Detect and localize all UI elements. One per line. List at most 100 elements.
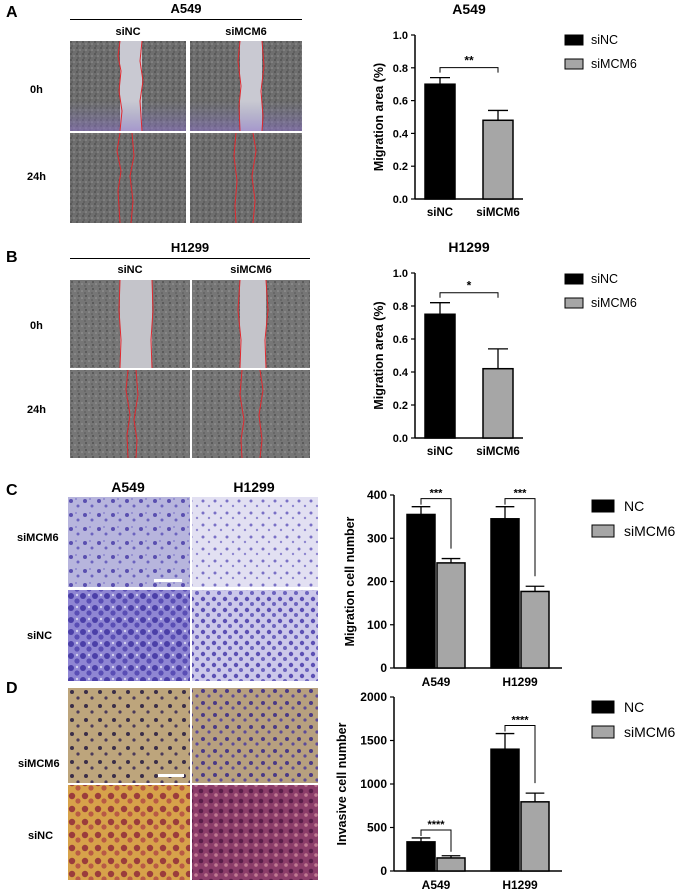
chart-3-ylabel: Migration cell number — [343, 516, 357, 646]
chart-4-xtick-label: H1299 — [502, 878, 538, 892]
chart-3-xtick-label: A549 — [422, 675, 451, 689]
panel-a-image-sinc-24h — [70, 132, 186, 223]
panel-b-image-sinc-24h — [70, 369, 190, 458]
chart-2-ytick-label: 0.8 — [393, 301, 408, 313]
panel-c-col-label-a549: A549 — [111, 479, 145, 495]
panel-d-row-label-simcm6: siMCM6 — [18, 758, 60, 770]
chart-1-ytick-label: 0.0 — [393, 194, 408, 206]
chart-4-legend-label-2: siMCM6 — [624, 724, 676, 740]
panel-b-col-label-sinc: siNC — [117, 264, 143, 276]
panel-c-row-label-simcm6: siMCM6 — [17, 532, 59, 544]
chart-3-legend-swatch-2 — [591, 524, 615, 538]
chart-4-ytick-label: 1500 — [360, 734, 387, 748]
chart-4-sig-label: **** — [511, 715, 529, 727]
chart-1-ytick-label: 0.4 — [393, 128, 409, 140]
panel-d-invasion-micrographs — [68, 688, 318, 880]
chart-4-sig-bracket — [420, 829, 452, 852]
panel-letter-c: C — [6, 482, 18, 499]
chart-4-legend-label-1: NC — [624, 699, 644, 715]
chart-4-bar-a549-simcm6 — [436, 857, 466, 872]
panel-b-image-sinc-0h — [70, 280, 190, 369]
chart-2-xtick-label: siNC — [427, 446, 453, 458]
chart-2-legend-label-2: siMCM6 — [591, 296, 637, 310]
chart-3-ytick-label: 200 — [367, 575, 387, 589]
chart-1-sig-bracket — [439, 67, 499, 73]
chart-3-sig-bracket — [420, 498, 452, 549]
chart-2-sig-label: * — [467, 279, 472, 293]
chart-1-legend-label-1: siNC — [591, 33, 618, 47]
panel-a-col-label-sinc: siNC — [115, 26, 141, 38]
chart-2-ytick-label: 0.4 — [393, 367, 409, 379]
panel-d-image-h1299-sinc — [192, 785, 318, 880]
chart-1-ytick-label: 0.6 — [393, 96, 408, 108]
chart-4-ytick-label: 0 — [380, 864, 387, 878]
chart-3-ytick-label: 400 — [367, 488, 387, 502]
chart-1-xtick-label: siMCM6 — [476, 207, 519, 219]
chart-2-ytick-label: 0.6 — [393, 334, 408, 346]
panel-b-row-label-24h: 24h — [27, 404, 46, 416]
panel-c-image-a549-sinc — [68, 590, 190, 681]
panel-c-image-h1299-simcm6 — [192, 497, 318, 587]
chart-3-legend-label-2: siMCM6 — [624, 523, 676, 539]
panel-d-row-label-sinc: siNC — [28, 830, 54, 842]
chart-2-ytick-label: 0.2 — [393, 400, 408, 412]
chart-1-sig-label: ** — [464, 54, 474, 68]
chart-4-ytick-label: 2000 — [360, 690, 387, 704]
chart-4-legend-swatch-1 — [591, 700, 615, 714]
chart-3-legend-swatch-1 — [591, 499, 615, 513]
chart-4-sig-bracket — [504, 725, 536, 784]
chart-1-ytick-label: 0.2 — [393, 161, 408, 173]
chart-1-legend-swatch-2 — [564, 58, 584, 70]
panel-c-transwell-micrographs — [68, 497, 318, 681]
panel-a-image-simcm6-0h — [190, 41, 302, 132]
panel-d-image-a549-simcm6 — [68, 688, 190, 783]
panel-d-image-h1299-simcm6 — [192, 688, 318, 783]
chart-3-xtick-label: H1299 — [502, 675, 538, 689]
panel-d-image-a549-sinc — [68, 785, 190, 880]
chart-4-bar-h1299-nc — [490, 748, 520, 872]
panel-c-scale-bar — [154, 579, 182, 582]
chart-4-xtick-label: A549 — [422, 878, 451, 892]
chart-3-bar-h1299-nc — [490, 518, 520, 669]
panel-b-image-simcm6-24h — [192, 369, 310, 458]
panel-b-image-simcm6-0h — [192, 280, 310, 369]
chart-1-ylabel: Migration area (%) — [372, 63, 386, 171]
panel-a-col-label-simcm6: siMCM6 — [225, 26, 267, 38]
chart-3-ytick-label: 0 — [380, 661, 387, 675]
chart-3-sig-label: *** — [514, 488, 528, 500]
chart-3-bar-h1299-simcm6 — [520, 590, 550, 669]
chart-2-ytick-label: 1.0 — [393, 268, 408, 280]
chart-2-ylabel: Migration area (%) — [372, 301, 386, 409]
panel-b-row-label-0h: 0h — [30, 320, 43, 332]
chart-1-ytick-label: 1.0 — [393, 30, 408, 42]
panel-a-row-label-0h: 0h — [30, 84, 43, 96]
panel-c-image-a549-simcm6 — [68, 497, 190, 587]
panel-b-cell-line-title: H1299 — [170, 240, 210, 255]
chart-3-ytick-label: 100 — [367, 618, 387, 632]
chart-4-ytick-label: 500 — [367, 821, 387, 835]
chart-3-ytick-label: 300 — [367, 531, 387, 545]
panel-letter-a: A — [6, 4, 18, 21]
chart-2-title: H1299 — [448, 239, 489, 255]
chart-4-bar-a549-nc — [406, 841, 436, 872]
chart-1-bar-sinc — [424, 83, 456, 200]
chart-1-ytick-label: 0.8 — [393, 63, 408, 75]
chart-3-sig-label: *** — [430, 488, 444, 500]
panel-c-image-h1299-sinc — [192, 590, 318, 681]
panel-a-image-sinc-0h — [70, 41, 186, 132]
chart-4-sig-label: **** — [427, 819, 445, 831]
panel-a-image-simcm6-24h — [190, 132, 302, 223]
chart-1-title: A549 — [452, 1, 486, 17]
chart-1-legend-label-2: siMCM6 — [591, 57, 637, 71]
panel-letter-b: B — [6, 249, 18, 266]
panel-c-col-label-h1299: H1299 — [233, 479, 275, 495]
chart-4-ylabel: Invasive cell number — [335, 722, 349, 845]
chart-3-bar-a549-simcm6 — [436, 562, 466, 669]
chart-2-bar-sinc — [424, 313, 456, 439]
chart-3-bar-a549-nc — [406, 513, 436, 669]
panel-letter-d: D — [6, 680, 18, 697]
panel-a-scratch-micrographs — [70, 41, 302, 223]
chart-3-sig-bracket — [504, 498, 536, 577]
chart-4-legend-swatch-2 — [591, 725, 615, 739]
